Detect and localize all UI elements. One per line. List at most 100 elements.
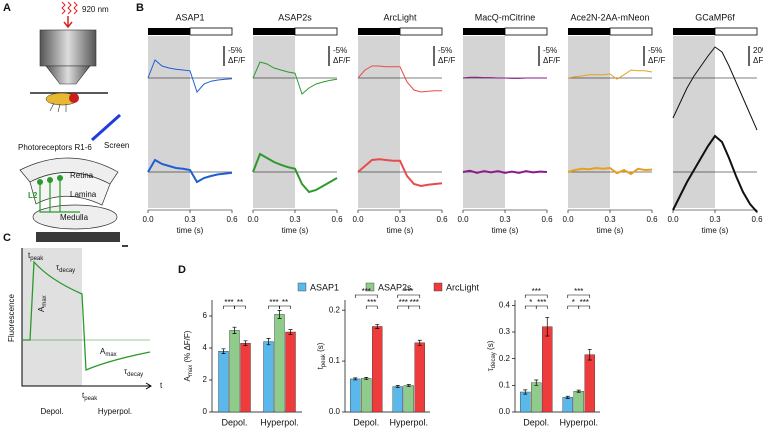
dark-shade — [673, 36, 715, 208]
x-tick-label: 0.6 — [226, 215, 238, 224]
error-bar — [277, 310, 282, 319]
significance-stars: * — [572, 298, 575, 307]
mean-trace — [462, 169, 548, 174]
bar — [229, 330, 240, 413]
error-bar — [417, 339, 422, 346]
stimulus-dark — [148, 28, 190, 35]
significance-bracket — [354, 294, 378, 298]
y-label-sub: peak — [321, 353, 327, 367]
objective-tip — [45, 65, 91, 85]
y-axis-label: tpeak (s) — [316, 342, 326, 369]
significance-stars: ** — [237, 298, 243, 307]
significance-stars: *** — [362, 287, 371, 296]
indicator-name: Ace2N-2AA-mNeon — [570, 12, 649, 22]
stimulus-bright — [189, 27, 233, 36]
x-axis-label: time (s) — [597, 226, 624, 235]
mean-trace — [147, 158, 233, 184]
legend-label: ASAP2s — [378, 282, 412, 292]
panel-label: C — [3, 232, 11, 244]
indicator-name: ArcLight — [383, 12, 417, 22]
bar — [573, 391, 584, 413]
x-tick-label: 0.0 — [247, 215, 259, 224]
error-bar — [565, 395, 570, 399]
indicator-name: ASAP2s — [278, 12, 312, 22]
legend-swatch — [297, 282, 307, 292]
bar — [285, 331, 296, 413]
l2-soma — [37, 179, 43, 185]
stimulus-dark — [568, 28, 610, 35]
axes — [21, 248, 150, 387]
stimulus-bright — [714, 27, 758, 36]
bar — [350, 378, 361, 413]
y-tick-label: 0.2 — [499, 354, 511, 363]
significance-stars: *** — [367, 298, 376, 307]
significance-stars: * — [529, 298, 532, 307]
laser — [61, 1, 78, 15]
stimulus-bright — [609, 27, 653, 36]
error-bar — [243, 340, 248, 346]
scale-unit: ΔF/F — [438, 56, 455, 65]
error-bar — [364, 377, 369, 380]
dark-shade — [568, 36, 610, 208]
medulla-label: Medulla — [60, 213, 89, 222]
x-tick-label: 0.3 — [604, 215, 616, 224]
significance-bracket — [408, 305, 421, 309]
a-max: Amax — [37, 295, 47, 312]
y-tick-label: 0.4 — [499, 300, 511, 309]
x-tick-label: 0.6 — [646, 215, 658, 224]
x-tick-label: 0.0 — [457, 215, 469, 224]
x-tick-label: 0.3 — [289, 215, 301, 224]
significance-bracket — [234, 305, 246, 309]
dark-shade — [253, 36, 295, 208]
significance-bracket — [567, 294, 591, 298]
x-tick-label: Depol. — [221, 417, 247, 427]
x-tick-label: 0.3 — [499, 215, 511, 224]
y-label-base: A — [183, 375, 192, 381]
screen — [91, 113, 121, 142]
mean-trace — [252, 152, 338, 194]
screen-label: Screen — [104, 141, 129, 150]
bar — [361, 378, 372, 413]
scale-label: 20% — [753, 46, 763, 55]
photoreceptors-label: Photoreceptors R1-6 — [18, 143, 92, 152]
y-tick-label: 0 — [203, 407, 208, 416]
x-label: t — [160, 381, 163, 390]
x-axis-label: time (s) — [492, 226, 519, 235]
x-tick-label: 0.0 — [562, 215, 574, 224]
error-bar — [395, 385, 400, 388]
lamina-label: Lamina — [70, 190, 97, 199]
panel-c: t Fluorescence tpeak τdecay Amax Amax τd… — [7, 248, 163, 416]
x-tick-label: Depol. — [353, 417, 379, 427]
mean-trace — [567, 166, 653, 176]
y-tick-label: 0.0 — [499, 407, 511, 416]
y-label-base: t — [316, 366, 325, 369]
stimulus-dark — [673, 28, 715, 35]
x-tick-label: 0.6 — [436, 215, 448, 224]
bar — [531, 382, 542, 413]
stimulus-bright — [294, 27, 338, 36]
significance-stars: *** — [399, 298, 408, 307]
dark-shade — [358, 36, 400, 208]
tau-decay: τdecay — [56, 263, 75, 273]
significance-stars: *** — [580, 298, 589, 307]
scale-unit: ΔF/F — [228, 56, 245, 65]
fly-legs — [49, 102, 67, 113]
legend-swatch — [433, 282, 443, 292]
l2-neurons — [39, 178, 80, 213]
y-label-rest: (s) — [486, 340, 495, 352]
bar — [274, 314, 285, 413]
error-bar — [232, 326, 237, 334]
scale-label: -5% — [333, 46, 347, 55]
error-bar — [221, 348, 226, 354]
error-bar — [266, 338, 271, 346]
depol-shade — [22, 248, 82, 386]
y-tick-label: 0.1 — [499, 380, 511, 389]
l2-label: L2 — [28, 191, 38, 200]
x-tick-label: 0.6 — [331, 215, 343, 224]
t-peak: tpeak — [82, 391, 98, 401]
y-label-sub: decay — [491, 352, 497, 368]
x-tick-label: Hyperpol. — [389, 417, 428, 427]
bar — [263, 341, 274, 413]
